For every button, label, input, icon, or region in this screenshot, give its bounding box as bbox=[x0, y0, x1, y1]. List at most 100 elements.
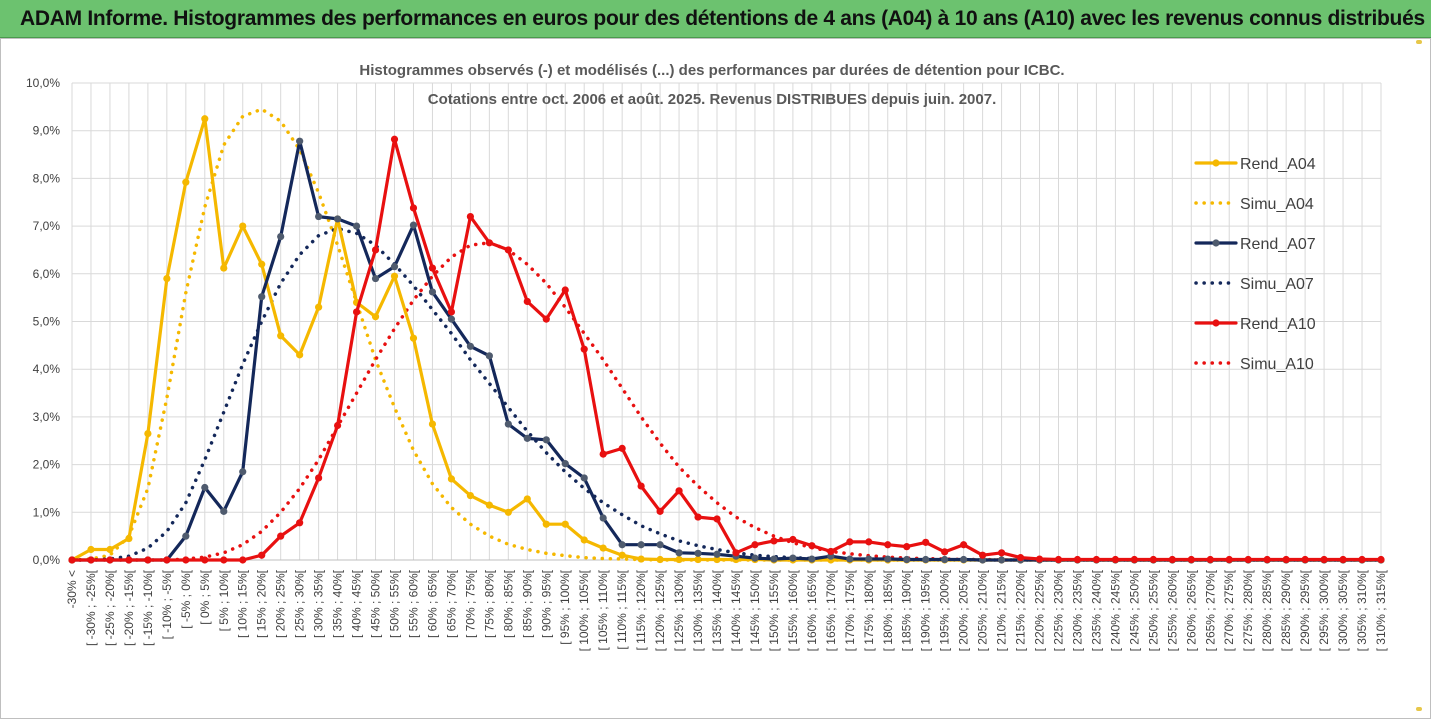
data-point-Rend_A07 bbox=[182, 532, 190, 540]
x-tick-label: [ 220% ; 225%[ bbox=[1033, 569, 1047, 651]
x-tick-label: [ 215% ; 220%[ bbox=[1014, 569, 1028, 651]
data-point-Rend_A10 bbox=[656, 507, 664, 515]
data-point-Rend_A07 bbox=[258, 293, 266, 301]
data-point-Rend_A10 bbox=[523, 297, 531, 306]
data-point-Rend_A04 bbox=[637, 555, 645, 563]
data-point-Rend_A10 bbox=[239, 556, 247, 564]
data-point-Rend_A04 bbox=[163, 274, 171, 283]
data-point-Rend_A04 bbox=[656, 555, 664, 564]
x-tick-label: [ 285% ; 290%[ bbox=[1279, 569, 1293, 651]
data-point-Rend_A10 bbox=[941, 548, 949, 556]
y-tick-label: 7,0% bbox=[33, 219, 61, 233]
data-point-Rend_A10 bbox=[713, 515, 721, 523]
legend-label: Rend_A04 bbox=[1240, 156, 1316, 173]
data-point-Rend_A10 bbox=[789, 535, 797, 544]
data-point-Rend_A10 bbox=[884, 541, 892, 549]
data-point-Rend_A04 bbox=[277, 332, 285, 340]
data-point-Rend_A07 bbox=[466, 342, 474, 350]
legend-item-Simu_A07: Simu_A07 bbox=[1194, 276, 1314, 293]
x-tick-label: [ 35% ; 40%[ bbox=[331, 569, 345, 638]
data-point-Rend_A10 bbox=[182, 556, 190, 564]
data-point-Rend_A10 bbox=[428, 264, 437, 272]
data-point-Rend_A07 bbox=[504, 420, 512, 428]
data-point-Rend_A10 bbox=[922, 538, 930, 546]
data-point-Rend_A07 bbox=[789, 554, 797, 562]
data-point-Rend_A10 bbox=[1206, 555, 1214, 564]
x-tick-label: [ 100% ; 105%[ bbox=[577, 569, 591, 651]
legend-item-Simu_A04: Simu_A04 bbox=[1194, 196, 1314, 213]
x-tick-label: [ 275% ; 280%[ bbox=[1241, 569, 1255, 651]
x-tick-label: [ 70% ; 75%[ bbox=[463, 569, 477, 638]
data-point-Rend_A10 bbox=[637, 482, 645, 490]
legend-item-Rend_A07: Rend_A07 bbox=[1194, 236, 1316, 253]
x-tick-label: [ -30% ; -25%[ bbox=[84, 569, 98, 646]
data-point-Rend_A10 bbox=[846, 538, 854, 546]
data-point-Rend_A10 bbox=[1111, 555, 1120, 564]
data-point-Rend_A10 bbox=[277, 532, 285, 540]
x-tick-label: [ 175% ; 180%[ bbox=[862, 569, 876, 651]
data-point-Rend_A07 bbox=[315, 212, 323, 221]
x-tick-label: [ -20% ; -15%[ bbox=[122, 569, 136, 646]
data-point-Rend_A10 bbox=[694, 513, 702, 521]
x-tick-label: [ -15% ; -10%[ bbox=[141, 569, 155, 646]
data-point-Rend_A07 bbox=[277, 232, 285, 241]
x-tick-label: [ 140% ; 145%[ bbox=[729, 569, 743, 651]
data-point-Rend_A10 bbox=[827, 547, 835, 556]
x-tick-label: [ 245% ; 250%[ bbox=[1127, 569, 1141, 651]
x-tick-label: [ 145% ; 150%[ bbox=[748, 569, 762, 651]
data-point-Rend_A10 bbox=[1263, 555, 1271, 564]
data-point-Rend_A07 bbox=[428, 288, 437, 296]
data-point-Rend_A10 bbox=[371, 246, 380, 254]
x-tick-label: [ 225% ; 230%[ bbox=[1051, 569, 1065, 651]
y-tick-label: 8,0% bbox=[33, 171, 61, 185]
x-tick-label: [ 205% ; 210%[ bbox=[976, 569, 990, 651]
data-point-Rend_A07 bbox=[922, 555, 930, 564]
data-point-Rend_A10 bbox=[315, 474, 323, 482]
data-point-Rend_A07 bbox=[941, 555, 949, 564]
x-tick-label: [ 85% ; 90%[ bbox=[520, 569, 534, 638]
data-point-Rend_A04 bbox=[694, 555, 702, 564]
data-point-Rend_A04 bbox=[220, 264, 228, 272]
x-tick-label: [ 20% ; 25%[ bbox=[274, 569, 288, 638]
axes: 0,0% 1,0% 2,0% 3,0% 4,0% 5,0% 6,0% 7,0% 8,0% 9,0%… bbox=[26, 76, 1388, 651]
x-tick-label: [ 290% ; 295%[ bbox=[1298, 569, 1312, 651]
data-point-Rend_A10 bbox=[106, 556, 114, 564]
data-point-Rend_A10 bbox=[447, 308, 456, 316]
resize-handle-bottom[interactable] bbox=[1416, 707, 1422, 711]
series-line-Rend_A10 bbox=[70, 137, 1383, 562]
x-tick-label: [ 135% ; 140%[ bbox=[710, 569, 724, 651]
data-point-Rend_A10 bbox=[580, 345, 588, 353]
data-point-Rend_A10 bbox=[1225, 555, 1233, 564]
data-point-Rend_A10 bbox=[675, 487, 683, 495]
data-point-Rend_A07 bbox=[239, 468, 247, 476]
y-tick-label: 3,0% bbox=[33, 410, 61, 424]
data-point-Rend_A10 bbox=[163, 556, 171, 564]
x-tick-label: [ 255% ; 260%[ bbox=[1165, 569, 1179, 651]
data-point-Rend_A07 bbox=[542, 436, 550, 444]
data-point-Rend_A10 bbox=[333, 421, 342, 430]
data-point-Rend_A10 bbox=[1282, 555, 1290, 564]
x-tick-label: [ 30% ; 35%[ bbox=[312, 569, 326, 638]
data-point-Rend_A04 bbox=[713, 555, 721, 564]
legend-label: Simu_A10 bbox=[1240, 356, 1314, 373]
data-point-Rend_A07 bbox=[770, 555, 778, 563]
x-tick-label: [ 180% ; 185%[ bbox=[881, 569, 895, 651]
legend-item-Rend_A04: Rend_A04 bbox=[1194, 156, 1316, 173]
data-point-Rend_A10 bbox=[1073, 555, 1082, 564]
x-tick-label: [ -10% ; -5%[ bbox=[160, 569, 174, 639]
data-point-Rend_A04 bbox=[201, 115, 209, 123]
x-tick-label: [ 125% ; 130%[ bbox=[672, 569, 686, 651]
data-point-Rend_A10 bbox=[1035, 555, 1044, 563]
data-point-Rend_A10 bbox=[409, 204, 418, 212]
data-point-Rend_A07 bbox=[865, 555, 873, 563]
x-tick-label: [ 235% ; 240%[ bbox=[1089, 569, 1103, 651]
data-point-Rend_A10 bbox=[997, 549, 1006, 557]
x-tick-label: [ 105% ; 110%[ bbox=[596, 569, 610, 650]
data-point-Rend_A10 bbox=[87, 556, 95, 564]
data-point-Rend_A10 bbox=[1092, 555, 1101, 564]
x-tick-label: [ 280% ; 285%[ bbox=[1260, 569, 1274, 651]
data-point-Rend_A04 bbox=[599, 544, 607, 552]
data-point-Rend_A07 bbox=[846, 555, 854, 563]
data-point-Rend_A10 bbox=[1149, 555, 1157, 564]
resize-handle-top[interactable] bbox=[1416, 40, 1422, 44]
